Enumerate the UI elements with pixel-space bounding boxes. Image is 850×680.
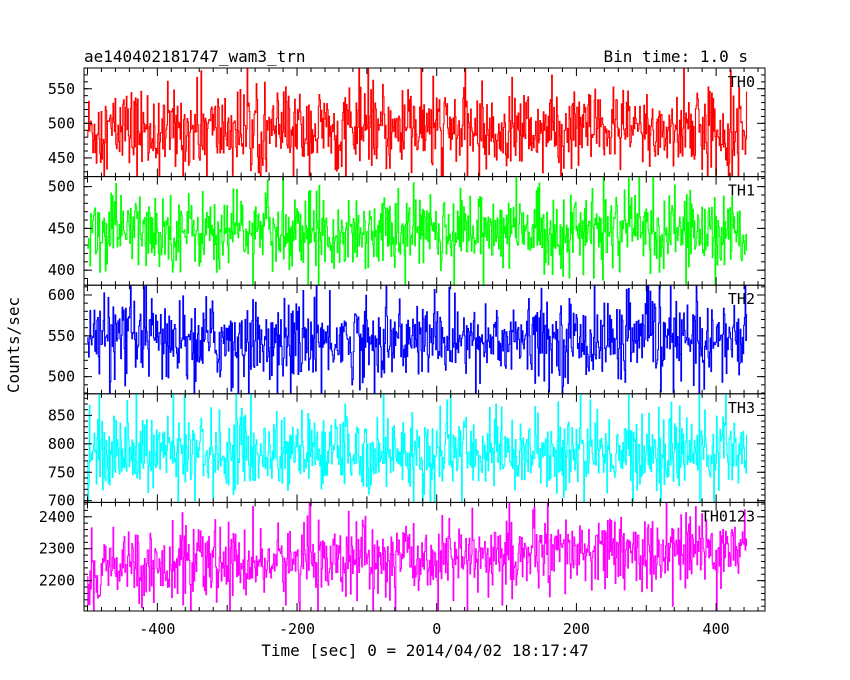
series-line-th3	[87, 393, 748, 503]
y-tick-label: 450	[48, 149, 75, 167]
panel-th3: 700 750 800 850 TH3	[48, 393, 766, 510]
y-tick-label: 2400	[39, 508, 75, 526]
chart-title: ae140402181747_wam3_trn	[84, 47, 306, 66]
panel-th1: 400 450 500 TH1	[48, 176, 766, 286]
panel-label: TH2	[728, 290, 755, 308]
y-tick-label: 750	[48, 463, 75, 481]
panel-th2: 500 550 600 TH2	[48, 284, 766, 395]
panel-label: TH3	[728, 399, 755, 417]
panel-frame	[83, 501, 766, 612]
y-tick-label: 450	[48, 219, 75, 237]
x-tick-label: 400	[703, 620, 730, 638]
bin-time-label: Bin time: 1.0 s	[604, 47, 749, 66]
x-tick-label: 0	[432, 620, 441, 638]
series-line-th0	[87, 68, 748, 177]
x-tick-label: -200	[279, 620, 315, 638]
panel-label: TH0	[728, 73, 755, 91]
x-axis: -400 -200 0 200 400	[139, 620, 729, 638]
series-line-th0123	[87, 502, 748, 611]
y-tick-label: 500	[48, 178, 75, 196]
y-axis-label: Counts/sec	[4, 297, 23, 393]
series-line-th1	[87, 176, 748, 286]
y-tick-label: 2200	[39, 572, 75, 590]
y-tick-label: 500	[48, 114, 75, 132]
y-tick-label: 550	[48, 80, 75, 98]
series-line-th2	[87, 285, 748, 394]
x-axis-label: Time [sec] 0 = 2014/04/02 18:17:47	[261, 641, 589, 660]
y-tick-label: 2300	[39, 540, 75, 558]
y-tick-label: 400	[48, 261, 75, 279]
y-tick-label: 500	[48, 368, 75, 386]
panel-label: TH0123	[701, 507, 755, 525]
y-tick-label: 800	[48, 435, 75, 453]
y-tick-label: 850	[48, 406, 75, 424]
panel-th0123: 2200 2300 2400 TH0123	[39, 501, 766, 612]
y-tick-label: 600	[48, 286, 75, 304]
y-tick-label: 700	[48, 492, 75, 510]
panel-label: TH1	[728, 182, 755, 200]
x-tick-label: 200	[563, 620, 590, 638]
y-tick-label: 550	[48, 327, 75, 345]
panel-th0: 450 500 550 TH0	[48, 67, 766, 178]
x-tick-label: -400	[139, 620, 175, 638]
